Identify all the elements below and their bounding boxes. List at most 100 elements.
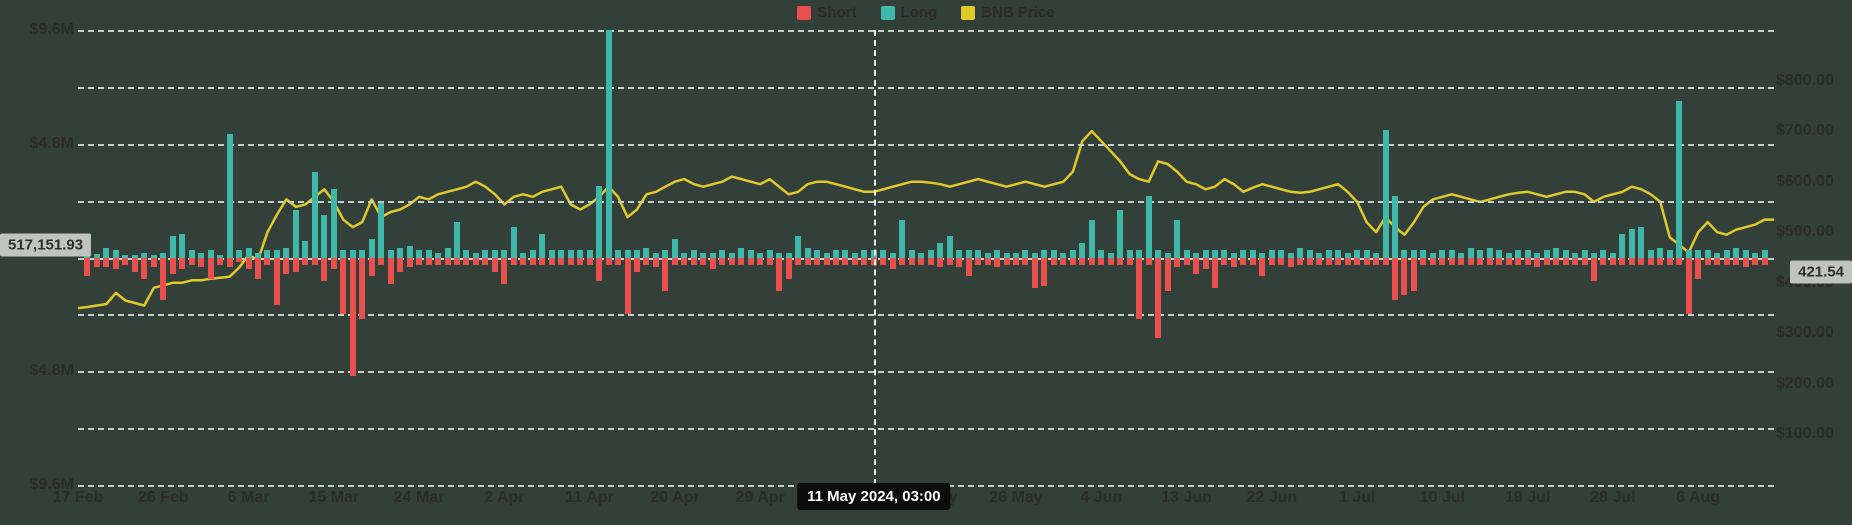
short-bar <box>435 258 441 265</box>
long-bar <box>369 239 375 258</box>
short-bar <box>1364 258 1370 265</box>
short-bar <box>1032 258 1038 289</box>
short-bar <box>492 258 498 272</box>
long-bar <box>445 248 451 257</box>
long-bar <box>596 186 602 257</box>
short-bar <box>236 258 242 263</box>
long-bar <box>1648 250 1654 257</box>
short-bar <box>1695 258 1701 279</box>
long-bar <box>805 248 811 257</box>
short-bar <box>1345 258 1351 265</box>
short-bar <box>246 258 252 270</box>
long-bar <box>1619 234 1625 258</box>
short-bar <box>1657 258 1663 265</box>
long-bar <box>350 250 356 257</box>
short-bar <box>1269 258 1275 265</box>
long-bar <box>170 236 176 257</box>
long-bar <box>606 30 612 258</box>
x-tick: 4 Jun <box>1080 489 1122 507</box>
short-bar <box>274 258 280 305</box>
value-badge-right: 421.54 <box>1790 260 1852 283</box>
long-bar <box>1487 248 1493 257</box>
short-bar <box>463 258 469 265</box>
short-bar <box>719 258 725 265</box>
bars-layer <box>78 30 1774 485</box>
long-bar <box>814 250 820 257</box>
short-bar <box>1724 258 1730 265</box>
short-bar <box>1392 258 1398 301</box>
liquidation-chart: Short Long BNB Price 17 Feb26 Feb6 Mar15… <box>0 0 1852 525</box>
x-tick: 6 Mar <box>228 489 270 507</box>
y-right-tick: $200.00 <box>1776 375 1842 393</box>
long-bar <box>312 172 318 257</box>
short-bar <box>1487 258 1493 265</box>
long-bar <box>1496 250 1502 257</box>
long-bar <box>1449 250 1455 257</box>
short-bar <box>482 258 488 265</box>
long-bar <box>1525 250 1531 257</box>
short-bar <box>539 258 545 265</box>
short-bar <box>1563 258 1569 265</box>
x-tick: 19 Jul <box>1505 489 1550 507</box>
short-bar <box>842 258 848 265</box>
short-bar <box>388 258 394 284</box>
short-bar <box>1117 258 1123 265</box>
short-bar <box>530 258 536 265</box>
long-bar <box>103 248 109 257</box>
long-bar <box>1420 250 1426 257</box>
short-bar <box>662 258 668 291</box>
long-bar <box>558 250 564 257</box>
short-bar <box>321 258 327 282</box>
short-bar <box>1316 258 1322 265</box>
long-bar <box>909 250 915 257</box>
short-bar <box>1619 258 1625 265</box>
short-bar <box>918 258 924 265</box>
short-bar <box>1752 258 1758 265</box>
long-bar <box>1477 250 1483 257</box>
short-bar <box>113 258 119 270</box>
short-bar <box>350 258 356 376</box>
short-bar <box>890 258 896 270</box>
short-bar <box>1259 258 1265 277</box>
long-bar <box>1439 250 1445 257</box>
long-bar <box>511 227 517 258</box>
short-bar <box>1600 258 1606 265</box>
short-bar <box>179 258 185 270</box>
short-bar <box>985 258 991 265</box>
long-bar <box>1600 250 1606 257</box>
long-bar <box>1657 248 1663 257</box>
long-bar <box>331 189 337 258</box>
short-bar <box>805 258 811 265</box>
x-tick: 10 Jul <box>1420 489 1465 507</box>
short-bar <box>1383 258 1389 265</box>
long-bar <box>1089 220 1095 258</box>
long-bar <box>1070 250 1076 257</box>
legend-item-price[interactable]: BNB Price <box>961 4 1054 21</box>
y-right-tick: $700.00 <box>1776 122 1842 140</box>
long-bar <box>568 250 574 257</box>
plot-area[interactable] <box>78 30 1774 485</box>
short-bar <box>1458 258 1464 265</box>
y-right-tick: $300.00 <box>1776 324 1842 342</box>
x-tick: 11 Apr <box>565 489 613 507</box>
long-bar <box>975 250 981 257</box>
short-bar <box>227 258 233 267</box>
long-bar <box>264 250 270 257</box>
long-bar <box>1383 130 1389 258</box>
y-left-tick: $4.8M <box>20 135 74 153</box>
legend-item-long[interactable]: Long <box>881 4 938 21</box>
short-bar <box>824 258 830 265</box>
y-right-tick: $600.00 <box>1776 173 1842 191</box>
x-tick: 2 Apr <box>484 489 524 507</box>
x-tick: 15 Mar <box>308 489 359 507</box>
short-bar <box>928 258 934 265</box>
short-bar <box>1638 258 1644 265</box>
long-bar <box>1743 250 1749 257</box>
legend-item-short[interactable]: Short <box>797 4 856 21</box>
long-bar <box>1468 248 1474 257</box>
short-bar <box>84 258 90 277</box>
long-bar <box>1638 227 1644 258</box>
long-bar <box>1098 250 1104 257</box>
short-bar <box>302 258 308 265</box>
short-bar <box>312 258 318 265</box>
